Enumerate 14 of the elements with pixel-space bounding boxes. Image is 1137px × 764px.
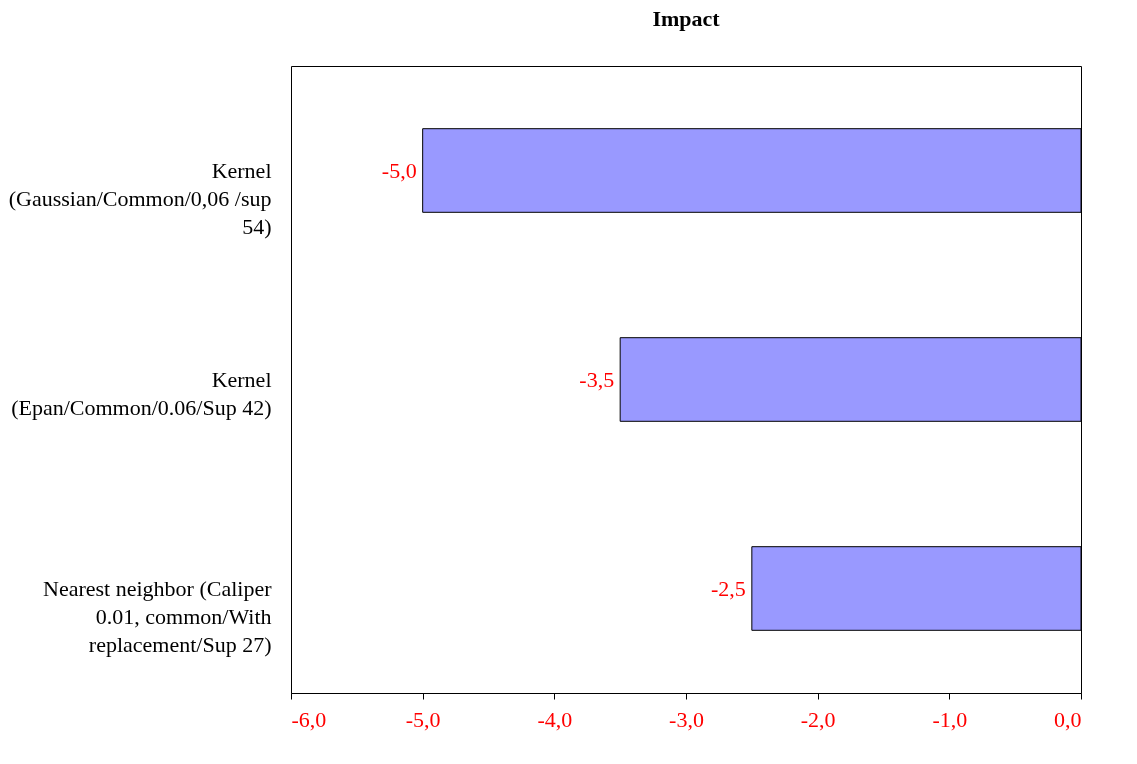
x-tick-label: -1,0	[932, 706, 968, 732]
y-tick-label: Kernel (Epan/Common/0.06/Sup 42)	[11, 366, 272, 420]
y-tick-label: Nearest neighbor (Caliper 0.01, common/With replacement/Sup 27)	[43, 575, 273, 657]
y-tick-label: Kernel (Gaussian/Common/0,06 /sup 54)	[8, 157, 272, 239]
data-label: -2,5	[711, 575, 746, 601]
x-tick-label: -6,0	[291, 706, 327, 732]
x-tick-label: -2,0	[800, 706, 836, 732]
x-tick-label: -3,0	[669, 706, 704, 732]
chart-title: Impact	[652, 6, 721, 31]
x-tick-label: -5,0	[405, 706, 441, 732]
x-tick-label: -4,0	[537, 706, 573, 732]
data-label: -3,5	[579, 366, 615, 392]
x-tick-label: 0,0	[1054, 706, 1082, 732]
data-label: -5,0	[381, 157, 417, 183]
